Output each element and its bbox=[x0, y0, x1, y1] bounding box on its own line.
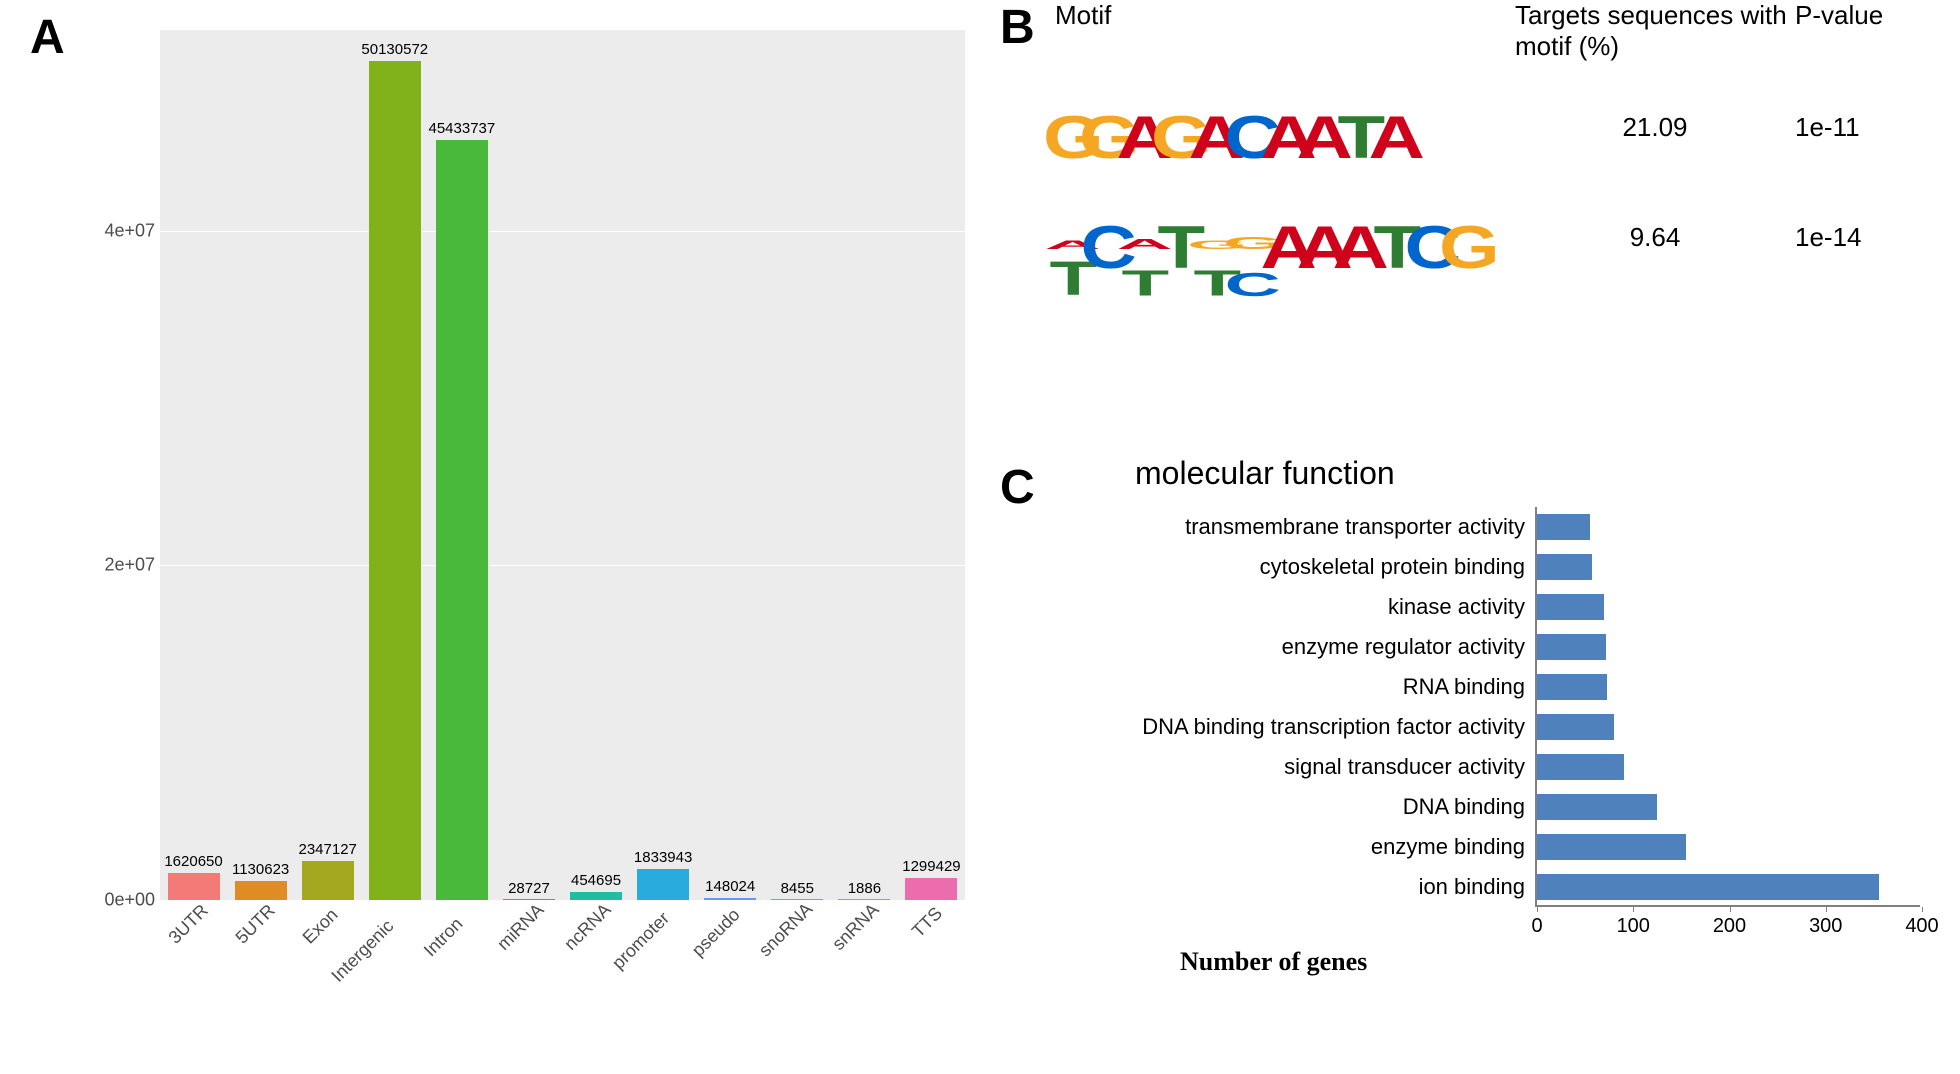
chart-c-area: transmembrane transporter activity cytosk… bbox=[1060, 507, 1920, 957]
panel-c-label: C bbox=[1000, 460, 1035, 515]
motif-row: GGAGACAATA21.091e-11 bbox=[1055, 87, 1935, 167]
motif-row: TACTATTGCGAAATCG9.641e-14 bbox=[1055, 197, 1935, 277]
chart-a-xtick: TTS bbox=[908, 903, 947, 942]
chart-a-bar bbox=[570, 892, 622, 900]
chart-c-bar bbox=[1537, 834, 1686, 860]
chart-c-category: kinase activity bbox=[1388, 594, 1525, 620]
chart-a-xtick: 5UTR bbox=[231, 900, 279, 948]
chart-c-bar bbox=[1537, 674, 1607, 700]
chart-a-bar-value: 1130623 bbox=[232, 861, 289, 878]
chart-c-xtick: 0 bbox=[1531, 915, 1542, 938]
chart-c-title: molecular function bbox=[1135, 455, 1920, 492]
chart-a-bar-value: 45433737 bbox=[429, 120, 496, 137]
chart-a-bar bbox=[704, 898, 756, 900]
chart-c-category: cytoskeletal protein binding bbox=[1260, 554, 1525, 580]
chart-a-xtick: Exon bbox=[298, 904, 342, 948]
chart-c-xtick-mark bbox=[1730, 907, 1731, 912]
motif-pvalue-value: 1e-11 bbox=[1795, 112, 1935, 143]
targets-header: Targets sequences with motif (%) bbox=[1515, 0, 1795, 62]
chart-a-bar bbox=[436, 140, 488, 900]
chart-c-plot-area: transmembrane transporter activitycytosk… bbox=[1535, 507, 1920, 907]
panel-c-chart: molecular function transmembrane transpo… bbox=[1060, 455, 1920, 1015]
chart-a-plot-area: 1620650 1130623 2347127 50130572 45433737 287… bbox=[160, 30, 965, 900]
chart-a-bar-value: 2347127 bbox=[299, 841, 357, 858]
chart-a-bar-value: 1620650 bbox=[164, 853, 222, 870]
chart-a-bar bbox=[369, 61, 421, 900]
chart-a-bar bbox=[302, 861, 354, 900]
chart-c-xtick-mark bbox=[1633, 907, 1634, 912]
chart-a-bar bbox=[838, 899, 890, 900]
chart-c-bar bbox=[1537, 754, 1624, 780]
chart-c-xtick-mark bbox=[1826, 907, 1827, 912]
chart-a-xtick: snoRNA bbox=[755, 899, 817, 961]
chart-a-bar-value: 28727 bbox=[508, 880, 550, 897]
panel-b-rows: GGAGACAATA21.091e-11TACTATTGCGAAATCG9.64… bbox=[1055, 87, 1935, 277]
chart-a-gridline bbox=[160, 565, 965, 566]
chart-c-bar bbox=[1537, 794, 1657, 820]
chart-c-xlabel: Number of genes bbox=[1180, 947, 1367, 977]
chart-a-ytick: 0e+00 bbox=[104, 890, 155, 911]
chart-a-xtick: ncRNA bbox=[560, 900, 615, 955]
chart-c-category: signal transducer activity bbox=[1284, 754, 1525, 780]
chart-a-ytick: 2e+07 bbox=[104, 555, 155, 576]
motif-letter: A bbox=[1379, 92, 1415, 162]
chart-c-bar bbox=[1537, 514, 1590, 540]
chart-c-bar bbox=[1537, 554, 1592, 580]
chart-a-bar bbox=[771, 899, 823, 900]
panel-b-table: Motif Targets sequences with motif (%) P… bbox=[1055, 0, 1935, 307]
chart-c-category: DNA binding bbox=[1403, 794, 1525, 820]
panel-b-label: B bbox=[1000, 0, 1035, 55]
motif-header: Motif bbox=[1055, 0, 1515, 62]
chart-a-xtick: miRNA bbox=[493, 900, 548, 955]
chart-c-bar bbox=[1537, 594, 1604, 620]
chart-c-category: enzyme binding bbox=[1371, 834, 1525, 860]
chart-c-bar bbox=[1537, 634, 1606, 660]
chart-c-xtick: 300 bbox=[1809, 915, 1842, 938]
chart-c-xtick: 400 bbox=[1905, 915, 1938, 938]
motif-letter: G bbox=[1451, 202, 1487, 272]
panel-b-header-row: Motif Targets sequences with motif (%) P… bbox=[1055, 0, 1935, 62]
chart-c-xtick-mark bbox=[1922, 907, 1923, 912]
chart-a-xtick: Intron bbox=[420, 914, 467, 961]
chart-a-bar-value: 1833943 bbox=[634, 849, 692, 866]
chart-a-bar-value: 8455 bbox=[781, 880, 814, 897]
motif-pvalue-value: 1e-14 bbox=[1795, 222, 1935, 253]
chart-a-xtick: Intergenic bbox=[327, 916, 398, 987]
chart-a-bar-value: 1299429 bbox=[902, 858, 960, 875]
chart-a-xtick: pseudo bbox=[688, 904, 745, 961]
motif-letter: T bbox=[1163, 202, 1199, 272]
chart-a-xtick: snRNA bbox=[829, 900, 884, 955]
chart-a-bar-value: 148024 bbox=[705, 878, 755, 895]
chart-a-xtick: promoter bbox=[608, 908, 674, 974]
pvalue-header: P-value bbox=[1795, 0, 1935, 62]
chart-c-xtick: 100 bbox=[1617, 915, 1650, 938]
panel-a-label: A bbox=[30, 10, 65, 65]
chart-c-bar bbox=[1537, 714, 1614, 740]
chart-a-gridline bbox=[160, 231, 965, 232]
chart-c-xtick-mark bbox=[1537, 907, 1538, 912]
motif-targets-value: 21.09 bbox=[1515, 112, 1795, 143]
chart-c-bar bbox=[1537, 874, 1879, 900]
chart-a-bar bbox=[503, 899, 555, 900]
motif-logo: TACTATTGCGAAATCG bbox=[1055, 202, 1515, 272]
chart-a-bar bbox=[905, 878, 957, 900]
chart-a-ytick: 4e+07 bbox=[104, 220, 155, 241]
chart-c-xtick: 200 bbox=[1713, 915, 1746, 938]
panel-a-chart: 1620650 1130623 2347127 50130572 45433737 287… bbox=[95, 30, 965, 1030]
chart-a-gridline bbox=[160, 900, 965, 901]
chart-c-category: DNA binding transcription factor activit… bbox=[1142, 714, 1525, 740]
chart-a-bar bbox=[235, 881, 287, 900]
chart-a-bar-value: 454695 bbox=[571, 872, 621, 889]
motif-targets-value: 9.64 bbox=[1515, 222, 1795, 253]
chart-c-category: enzyme regulator activity bbox=[1282, 634, 1525, 660]
chart-c-category: transmembrane transporter activity bbox=[1185, 514, 1525, 540]
chart-a-xtick: 3UTR bbox=[164, 900, 212, 948]
chart-a-bar bbox=[637, 869, 689, 900]
motif-logo: GGAGACAATA bbox=[1055, 92, 1515, 162]
chart-c-category: ion binding bbox=[1419, 874, 1525, 900]
chart-a-bar bbox=[168, 873, 220, 900]
chart-a-bar-value: 1886 bbox=[848, 880, 881, 897]
chart-c-category: RNA binding bbox=[1403, 674, 1525, 700]
chart-a-bar-value: 50130572 bbox=[361, 41, 428, 58]
